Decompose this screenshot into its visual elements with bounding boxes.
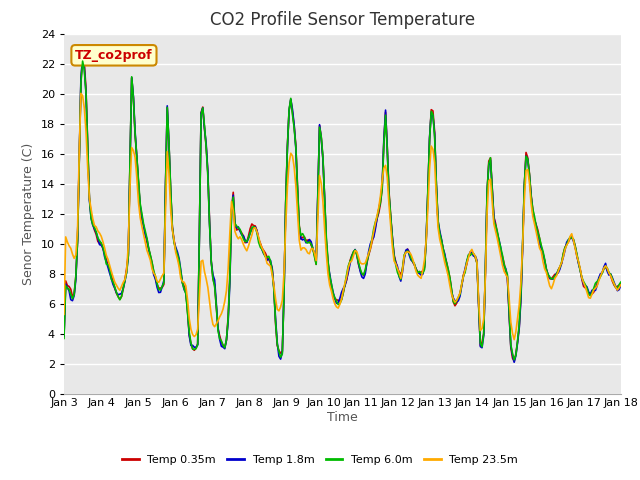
Temp 23.5m [600, 265, 608, 271]
Temp 0.35m [76, 158, 83, 164]
Temp 0.35m [410, 262, 418, 267]
Temp 0.35m [79, 54, 86, 60]
Line: Temp 0.35m: Temp 0.35m [64, 57, 621, 361]
Temp 6.0m [76, 160, 83, 166]
Temp 6.0m [510, 357, 518, 363]
Temp 6.0m [551, 274, 559, 279]
Legend: Temp 0.35m, Temp 1.8m, Temp 6.0m, Temp 23.5m: Temp 0.35m, Temp 1.8m, Temp 6.0m, Temp 2… [117, 451, 523, 469]
Title: CO2 Profile Sensor Temperature: CO2 Profile Sensor Temperature [210, 11, 475, 29]
Temp 1.8m [510, 360, 518, 365]
Temp 6.0m [106, 266, 113, 272]
Temp 0.35m [617, 280, 625, 286]
Temp 23.5m [77, 91, 84, 96]
Temp 6.0m [617, 279, 625, 285]
Line: Temp 1.8m: Temp 1.8m [64, 58, 621, 362]
Temp 23.5m [617, 282, 625, 288]
Temp 1.8m [60, 333, 68, 339]
Temp 6.0m [79, 58, 86, 64]
Temp 1.8m [600, 264, 608, 270]
Line: Temp 23.5m: Temp 23.5m [64, 94, 621, 340]
Temp 0.35m [106, 267, 113, 273]
Temp 1.8m [124, 253, 132, 259]
Y-axis label: Senor Temperature (C): Senor Temperature (C) [22, 143, 35, 285]
Temp 23.5m [106, 263, 113, 268]
Temp 1.8m [106, 270, 113, 276]
Temp 6.0m [410, 261, 418, 266]
X-axis label: Time: Time [327, 411, 358, 424]
Temp 6.0m [124, 252, 132, 258]
Temp 1.8m [79, 55, 86, 60]
Text: TZ_co2prof: TZ_co2prof [75, 49, 153, 62]
Temp 0.35m [60, 333, 68, 338]
Temp 1.8m [551, 274, 559, 279]
Temp 23.5m [76, 149, 83, 155]
Temp 1.8m [617, 282, 625, 288]
Temp 1.8m [76, 157, 83, 163]
Temp 23.5m [124, 242, 132, 248]
Temp 6.0m [60, 336, 68, 341]
Temp 23.5m [60, 312, 68, 317]
Temp 1.8m [410, 262, 418, 267]
Temp 6.0m [600, 266, 608, 272]
Temp 23.5m [510, 337, 518, 343]
Temp 0.35m [600, 265, 608, 271]
Temp 0.35m [124, 251, 132, 257]
Temp 0.35m [510, 359, 518, 364]
Temp 23.5m [551, 276, 559, 281]
Line: Temp 6.0m: Temp 6.0m [64, 61, 621, 360]
Temp 23.5m [410, 262, 418, 267]
Temp 0.35m [551, 272, 559, 277]
